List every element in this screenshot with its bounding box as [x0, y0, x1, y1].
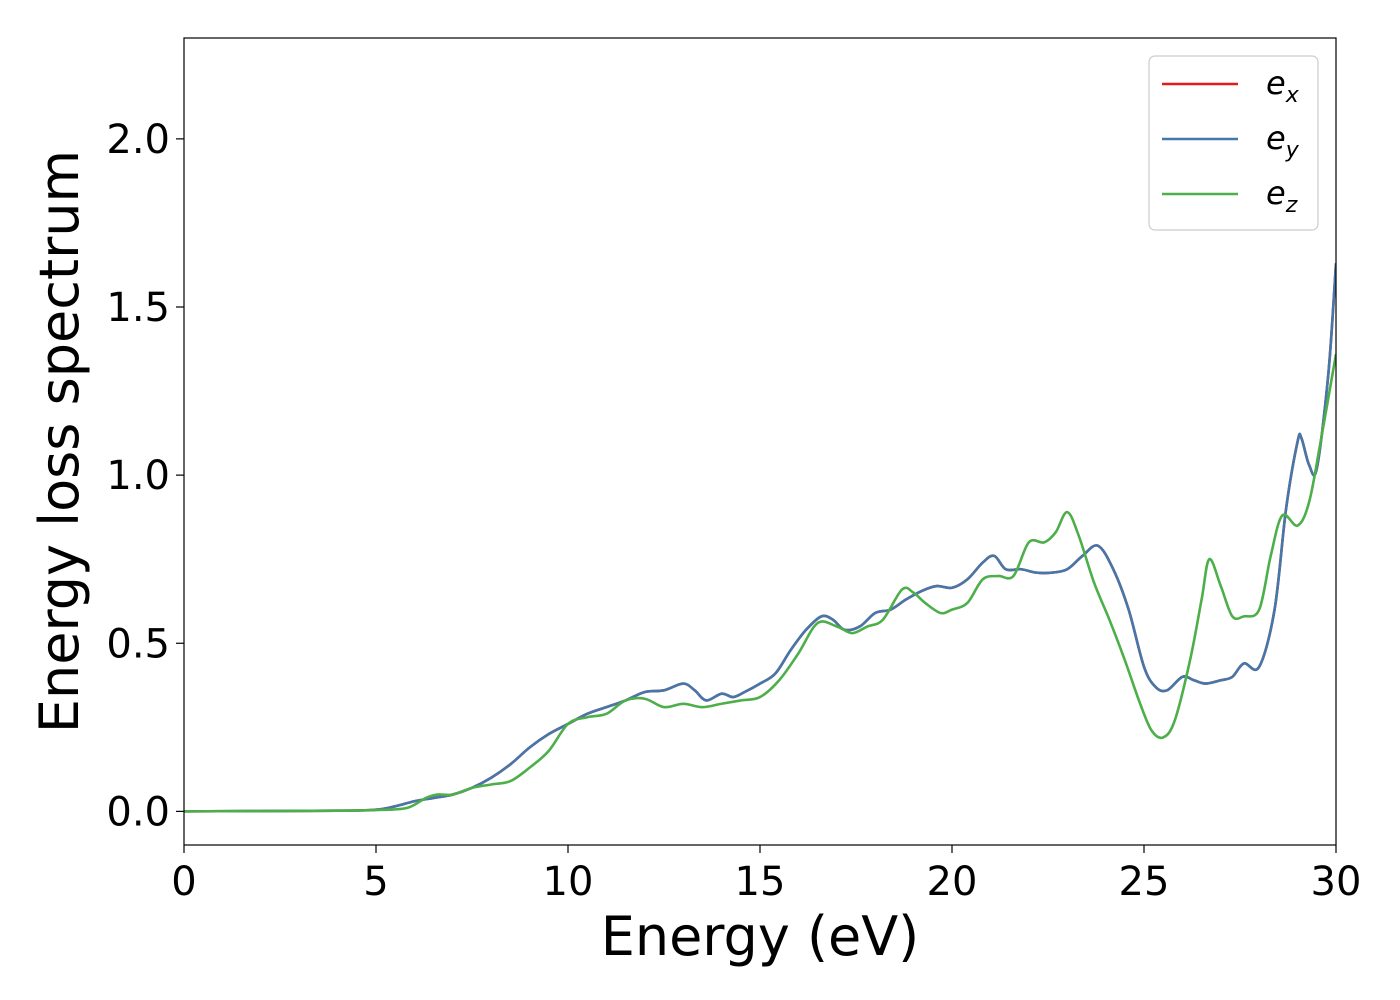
legend-label-x: ex	[1266, 64, 1300, 108]
x-tick-label: 10	[543, 859, 594, 905]
series-layer	[184, 263, 1336, 813]
y-axis-title: Energy loss spectrum	[28, 150, 91, 733]
x-axis-ticks: 0 5 10 15 20 25 30	[171, 845, 1361, 905]
x-tick-label: 25	[1119, 859, 1170, 905]
x-tick-label: 5	[363, 859, 388, 905]
y-tick-label: 1.5	[106, 285, 170, 331]
x-tick-label: 15	[735, 859, 786, 905]
y-axis-ticks: 0.0 0.5 1.0 1.5 2.0	[106, 117, 184, 835]
x-tick-label: 30	[1311, 859, 1362, 905]
legend: ex ey ez	[1148, 55, 1319, 231]
y-tick-label: 0.0	[106, 789, 170, 835]
series-line-y	[184, 263, 1336, 813]
series-line-x	[184, 263, 1336, 813]
x-tick-label: 0	[171, 859, 196, 905]
legend-box	[1148, 55, 1319, 231]
y-tick-label: 1.0	[106, 453, 170, 499]
y-tick-label: 0.5	[106, 621, 170, 667]
legend-label-z: ez	[1266, 174, 1298, 218]
y-tick-label: 2.0	[106, 117, 170, 163]
x-axis-title: Energy (eV)	[601, 905, 920, 968]
x-tick-label: 20	[927, 859, 978, 905]
series-line-z	[184, 353, 1336, 813]
legend-label-y: ey	[1266, 119, 1300, 163]
